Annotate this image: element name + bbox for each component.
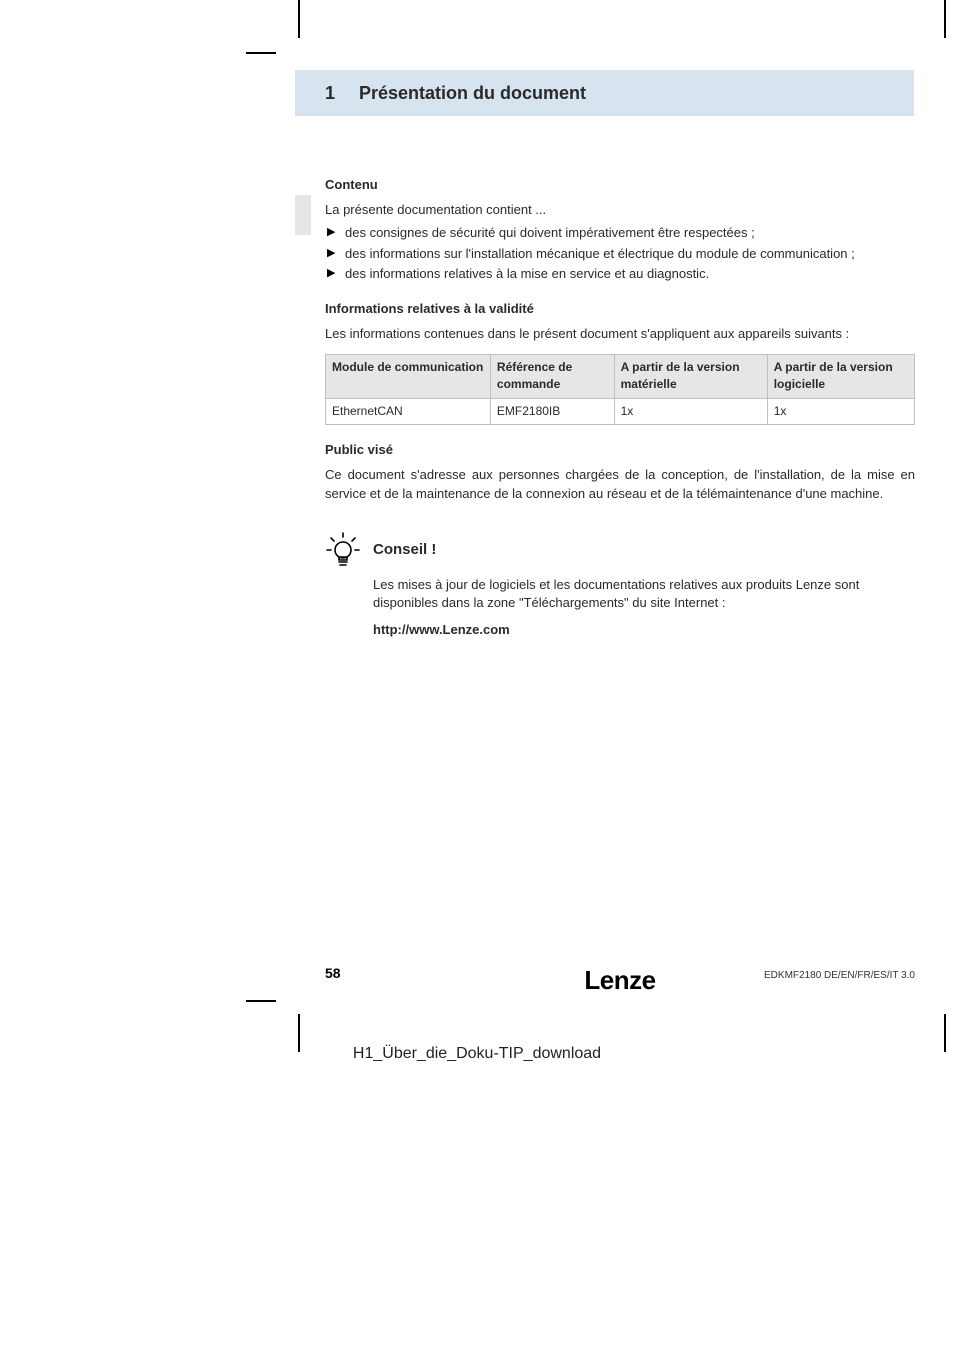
crop-mark: [246, 52, 276, 54]
footer: 58 Lenze EDKMF2180 DE/EN/FR/ES/IT 3.0: [325, 965, 915, 981]
brand-logo: Lenze: [584, 965, 655, 996]
table-cell: 1x: [614, 398, 767, 424]
table-header: Module de communication: [326, 354, 491, 398]
public-body: Ce document s'adresse aux personnes char…: [325, 466, 915, 504]
tip-label: Conseil !: [373, 539, 436, 561]
doc-code: EDKMF2180 DE/EN/FR/ES/IT 3.0: [764, 970, 915, 981]
content-area: Contenu La présente documentation contie…: [325, 160, 915, 640]
crop-mark: [944, 0, 946, 38]
list-item: des informations relatives à la mise en …: [325, 265, 915, 284]
side-tab: [295, 195, 311, 235]
tip-body: Les mises à jour de logiciels et les doc…: [373, 576, 873, 614]
table-cell: EMF2180IB: [490, 398, 614, 424]
table-cell: 1x: [767, 398, 914, 424]
table-cell: EthernetCAN: [326, 398, 491, 424]
contenu-heading: Contenu: [325, 176, 915, 195]
contenu-intro: La présente documentation contient ...: [325, 201, 915, 220]
crop-mark: [246, 1000, 276, 1002]
public-heading: Public visé: [325, 441, 915, 460]
validity-table: Module de communication Référence de com…: [325, 354, 915, 425]
table-row: EthernetCAN EMF2180IB 1x 1x: [326, 398, 915, 424]
list-item: des informations sur l'installation méca…: [325, 245, 915, 264]
table-header: A partir de la version matérielle: [614, 354, 767, 398]
section-number: 1: [325, 83, 335, 104]
lightbulb-icon: [325, 532, 361, 568]
section-header: 1 Présentation du document: [295, 70, 914, 116]
section-title: Présentation du document: [359, 83, 586, 104]
validity-intro: Les informations contenues dans le prése…: [325, 325, 915, 344]
page-number: 58: [325, 965, 341, 981]
contenu-list: des consignes de sécurité qui doivent im…: [325, 224, 915, 285]
tip-link: http://www.Lenze.com: [373, 621, 873, 640]
list-item: des consignes de sécurité qui doivent im…: [325, 224, 915, 243]
crop-mark: [298, 0, 300, 38]
validity-heading: Informations relatives à la validité: [325, 300, 915, 319]
bottom-note: H1_Über_die_Doku-TIP_download: [0, 1045, 954, 1063]
table-header: A partir de la version logicielle: [767, 354, 914, 398]
tip-block: Les mises à jour de logiciels et les doc…: [373, 576, 873, 641]
table-header: Référence de commande: [490, 354, 614, 398]
tip-row: Conseil !: [325, 532, 915, 568]
